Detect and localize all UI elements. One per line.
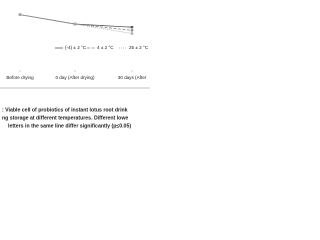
series-line	[19, 14, 133, 34]
x-tick-label: 0 day (After drying)	[55, 75, 95, 80]
legend-label: 25 ± 2 °C	[129, 45, 149, 50]
chart: : Viable cell of probiotics of instant l…	[0, 0, 159, 129]
caption-line: letters in the same line differ signific…	[8, 123, 131, 129]
point	[18, 13, 22, 16]
series-line	[19, 14, 133, 31]
legend-label: (-4) ± 2 °C	[65, 45, 87, 50]
caption-line: ng storage at different temperatures. Di…	[2, 115, 128, 121]
legend-label: 4 ± 2 °C	[97, 45, 114, 50]
x-tick-label: Before drying	[6, 75, 34, 80]
page: {"chart_data": {"type": "line", "categor…	[0, 0, 159, 150]
series-line	[19, 14, 133, 28]
point	[130, 32, 134, 35]
x-tick-label: 30 days (After	[118, 75, 147, 80]
point	[130, 26, 134, 29]
point	[73, 22, 77, 26]
point	[130, 29, 134, 32]
caption-line: : Viable cell of probiotics of instant l…	[2, 107, 128, 113]
